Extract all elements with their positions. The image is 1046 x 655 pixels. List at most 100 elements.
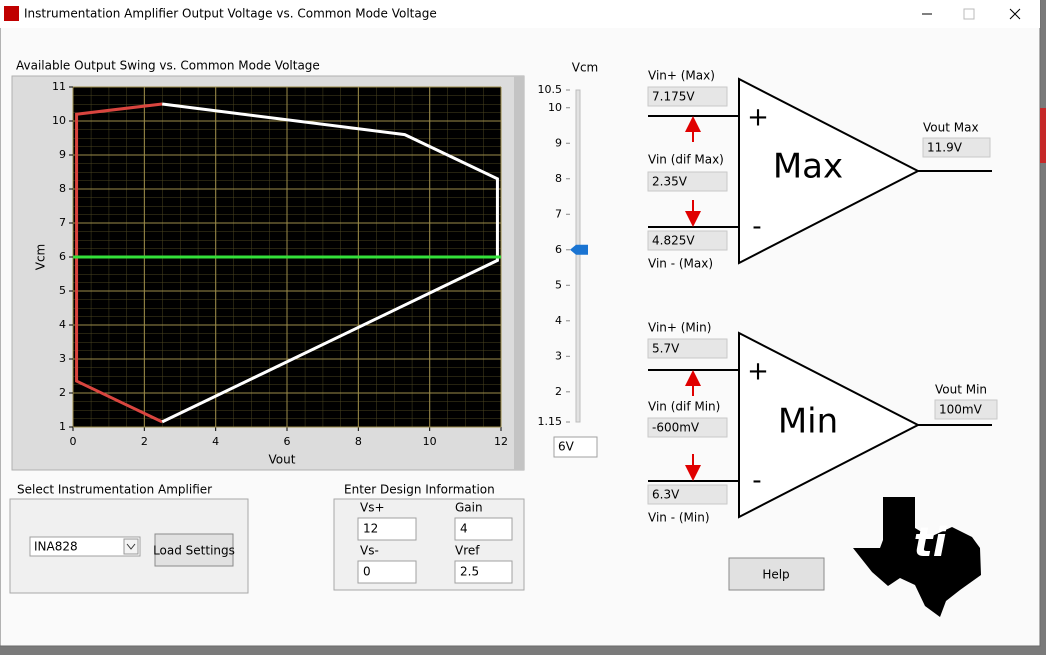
vs-minus-input[interactable] — [357, 560, 417, 584]
x-tick-label: 8 — [355, 435, 362, 448]
vs-plus[interactable]: 12 — [363, 522, 378, 536]
vref-input[interactable] — [454, 560, 513, 584]
x-tick-label: 0 — [70, 435, 77, 448]
ti-logo: ti — [853, 497, 981, 617]
dropdown-arrow[interactable] — [123, 538, 139, 555]
amp-name: Min — [778, 402, 838, 442]
slider-track — [575, 89, 581, 423]
amp-triangle — [738, 77, 921, 265]
value-box — [647, 230, 728, 251]
value-box — [922, 137, 991, 158]
vout-label: Vout Min — [935, 383, 987, 397]
slider-tick-label: 1.15 — [538, 415, 563, 428]
y-tick-label: 5 — [59, 284, 66, 297]
value-box — [647, 484, 728, 505]
max-amp: Vin+ (Max) 7.175V Vin (dif Max) 2.35V 4.… — [647, 69, 992, 271]
amp-dropdown[interactable] — [29, 536, 141, 557]
help-button[interactable] — [728, 557, 825, 591]
slider-tick-label: 10 — [548, 101, 562, 114]
x-tick-label: 6 — [284, 435, 291, 448]
app-icon — [4, 6, 19, 21]
vin-dif-label: Vin (dif Min) — [648, 400, 720, 414]
background-window — [1040, 108, 1046, 163]
value-box — [647, 338, 728, 359]
field-label: Vref — [455, 544, 480, 558]
x-tick-label: 4 — [212, 435, 219, 448]
help-button-label[interactable]: Help — [762, 568, 789, 582]
x-axis-label: Vout — [269, 453, 296, 467]
vs-plus-input[interactable] — [357, 517, 417, 541]
chart-title: Available Output Swing vs. Common Mode V… — [16, 59, 320, 73]
vin-plus: 5.7V — [652, 342, 680, 356]
load-button-label[interactable]: Load Settings — [153, 544, 235, 558]
value-box — [647, 86, 728, 107]
slider-tick-label: 4 — [555, 314, 562, 327]
vin-dif: -600mV — [652, 421, 700, 435]
field-label: Vs+ — [360, 501, 385, 515]
x-tick-label: 12 — [494, 435, 508, 448]
load-button[interactable] — [154, 533, 234, 567]
plus-sign: + — [747, 103, 769, 133]
svg-text:ti: ti — [914, 520, 948, 566]
vin-dif: 2.35V — [652, 175, 688, 189]
chart-panel-edge — [514, 76, 524, 470]
vin-minus-label: Vin - (Min) — [648, 511, 710, 525]
select-label: Select Instrumentation Amplifier — [17, 483, 212, 497]
window-title: Instrumentation Amplifier Output Voltage… — [24, 7, 437, 21]
value-box — [934, 399, 998, 420]
gain-input[interactable] — [454, 517, 513, 541]
vin-minus: 6.3V — [652, 488, 680, 502]
slider-value-box[interactable] — [553, 436, 598, 458]
title-bar — [0, 0, 1040, 28]
slider-tick-label: 9 — [555, 136, 562, 149]
vout: 100mV — [939, 403, 983, 417]
vin-dif-label: Vin (dif Max) — [648, 153, 724, 167]
slider-value[interactable]: 6V — [558, 440, 575, 454]
amp-triangle — [738, 331, 921, 519]
x-tick-label: 10 — [423, 435, 437, 448]
y-tick-label: 10 — [52, 114, 66, 127]
plus-sign: + — [747, 357, 769, 387]
y-tick-label: 6 — [59, 250, 66, 263]
minus-sign: - — [752, 466, 761, 496]
y-tick-label: 2 — [59, 386, 66, 399]
y-tick-label: 4 — [59, 318, 66, 331]
y-tick-label: 7 — [59, 216, 66, 229]
slider[interactable]: 1.15 2 3 4 5 6 7 8 9 10 10.5 — [538, 83, 589, 428]
field-label: Vs- — [360, 544, 379, 558]
y-tick-label: 3 — [59, 352, 66, 365]
vin-plus-label: Vin+ (Max) — [648, 69, 715, 83]
slider-tick-label: 5 — [555, 278, 562, 291]
amp-dropdown-value[interactable]: INA828 — [34, 540, 78, 554]
y-axis-label: Vcm — [34, 244, 48, 271]
y-tick-label: 8 — [59, 182, 66, 195]
vref[interactable]: 2.5 — [460, 565, 479, 579]
slider-tick-label: 2 — [555, 385, 562, 398]
minus-sign: - — [752, 212, 761, 242]
dropdown-chevron — [126, 543, 136, 550]
vout-label: Vout Max — [923, 121, 979, 135]
min-amp: Vin+ (Min) 5.7V Vin (dif Min) -600mV 6.3… — [647, 321, 998, 525]
slider-tick-label: 6 — [555, 243, 562, 256]
slider-tick-label: 10.5 — [538, 83, 563, 96]
y-tick-label: 9 — [59, 148, 66, 161]
vin-plus-label: Vin+ (Min) — [648, 321, 711, 335]
vs-minus[interactable]: 0 — [363, 565, 371, 579]
y-tick-label: 11 — [52, 80, 66, 93]
y-tick-label: 1 — [59, 420, 66, 433]
maximize-button[interactable] — [963, 8, 975, 20]
slider-thumb[interactable] — [570, 244, 588, 255]
close-button[interactable] — [1009, 8, 1021, 20]
gain[interactable]: 4 — [460, 522, 468, 536]
slider-tick-label: 8 — [555, 172, 562, 185]
value-box — [647, 171, 728, 192]
x-tick-label: 2 — [141, 435, 148, 448]
slider-tick-label: 7 — [555, 207, 562, 220]
vin-minus-label: Vin - (Max) — [648, 257, 713, 271]
amp-name: Max — [773, 147, 843, 187]
vout: 11.9V — [927, 141, 963, 155]
design-label: Enter Design Information — [344, 483, 495, 497]
